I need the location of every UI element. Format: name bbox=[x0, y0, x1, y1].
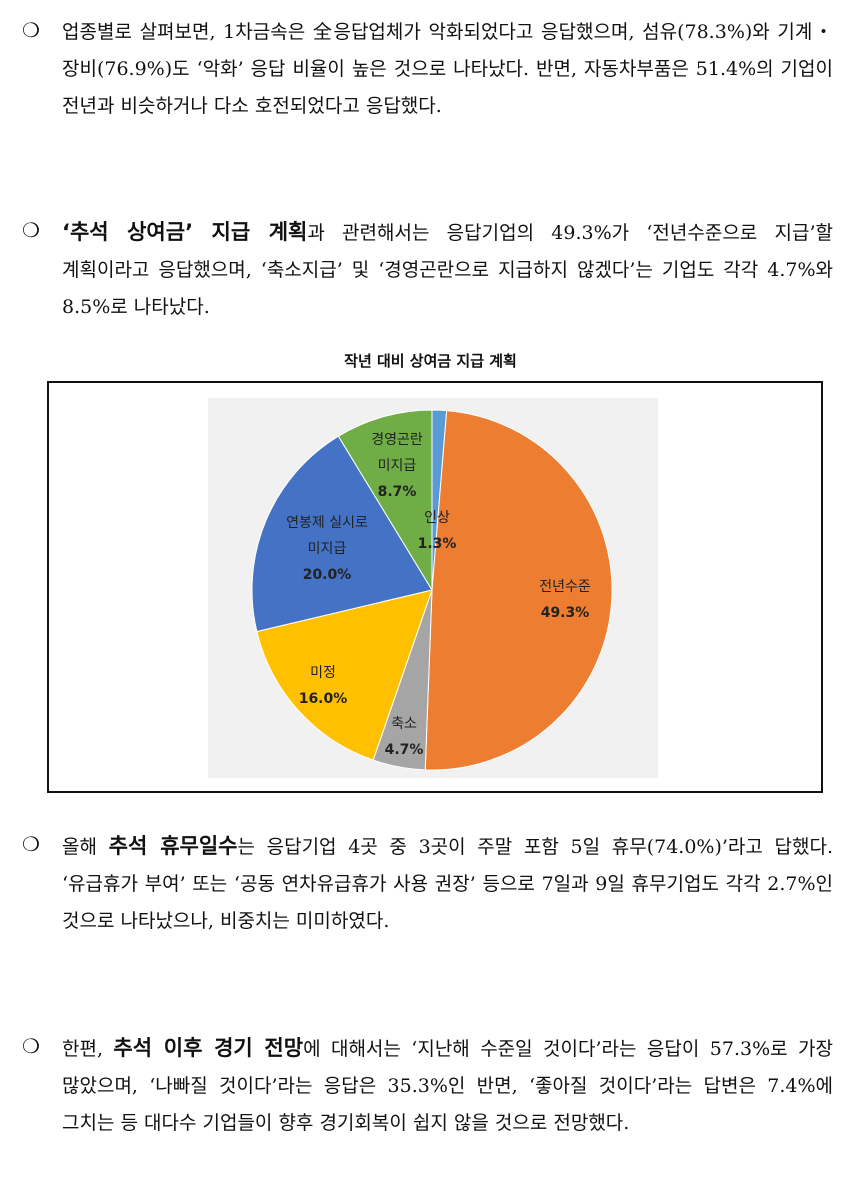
slice-label: 인상 bbox=[424, 510, 450, 526]
text: 올해 bbox=[62, 836, 109, 858]
bold-text: 추석 이후 경기 전망 bbox=[113, 1036, 304, 1060]
slice-value-label: 1.3% bbox=[418, 536, 457, 552]
slice-value-label: 20.0% bbox=[303, 567, 352, 583]
slice-label: 축소 bbox=[391, 716, 417, 732]
bullet: ❍ bbox=[22, 18, 40, 42]
paragraph: 업종별로 살펴보면, 1차금속은 全응답업체가 악화되었다고 응답했으며, 섬유… bbox=[62, 14, 833, 125]
paragraph: 올해 추석 휴무일수는 응답기업 4곳 중 3곳이 주말 포함 5일 휴무(74… bbox=[62, 828, 833, 940]
chart: 인상 1.3% 전년수준 49.3% 축소 4.7% 미정 16.0% 연봉제 실시로 미지급 20… bbox=[47, 381, 823, 793]
pie-slice bbox=[424, 410, 613, 771]
text: 한편, bbox=[62, 1038, 114, 1060]
text: 는 응답기업 4곳 중 3곳이 주말 포함 5일 휴무(74.0%)’라고 답했… bbox=[62, 836, 834, 932]
text: 과 관련해서는 응답기업의 49.3%가 ‘전년수준으로 지급’할 계획이라고 … bbox=[62, 222, 833, 318]
bullet: ❍ bbox=[22, 1034, 40, 1058]
paragraph: 한편, 추석 이후 경기 전망에 대해서는 ‘지난해 수준일 것이다’라는 응답… bbox=[62, 1030, 833, 1142]
slice-label: 경영곤란 미지급 bbox=[371, 432, 423, 474]
pie-slice bbox=[256, 589, 433, 761]
pie-slice bbox=[251, 435, 433, 633]
slice-value-label: 8.7% bbox=[378, 484, 417, 500]
chart-title: 작년 대비 상여금 지급 계획 bbox=[344, 352, 517, 370]
slice-label: 미정 bbox=[310, 665, 336, 681]
slice-value-label: 49.3% bbox=[541, 605, 590, 621]
paragraph: ‘추석 상여금’ 지급 계획과 관련해서는 응답기업의 49.3%가 ‘전년수준… bbox=[62, 214, 833, 326]
bullet: ❍ bbox=[22, 832, 40, 856]
text: 에 대해서는 ‘지난해 수준일 것이다’라는 응답이 57.3%로 가장 많았으… bbox=[62, 1038, 833, 1134]
slice-value-label: 16.0% bbox=[299, 691, 348, 707]
slice-label: 연봉제 실시로 미지급 bbox=[286, 515, 368, 557]
bullet: ❍ bbox=[22, 218, 40, 242]
slice-label: 전년수준 bbox=[539, 579, 591, 595]
slice-value-label: 4.7% bbox=[385, 742, 424, 758]
pie-slice bbox=[337, 409, 433, 592]
bold-text: 추석 휴무일수 bbox=[108, 834, 238, 858]
text: 업종별로 살펴보면, 1차금속은 全응답업체가 악화되었다고 응답했으며, 섬유… bbox=[62, 21, 833, 117]
bold-text: ‘추석 상여금’ 지급 계획 bbox=[62, 220, 308, 244]
